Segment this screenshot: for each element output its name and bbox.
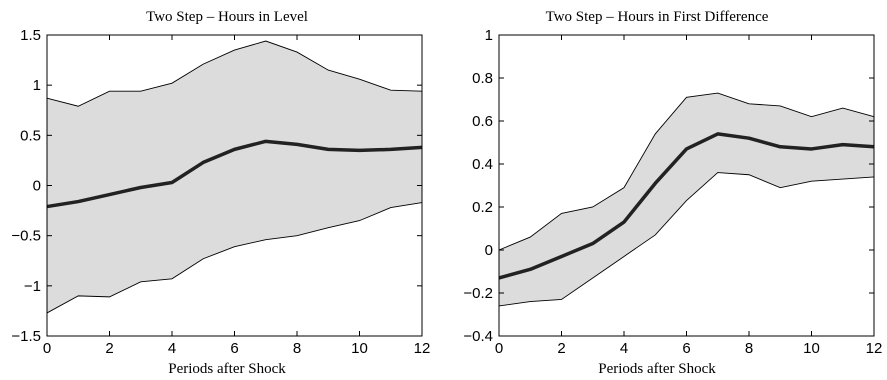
y-tick-label: −0.2 (463, 285, 493, 302)
y-tick-label: 1.5 (20, 27, 41, 44)
x-tick-label: 0 (43, 340, 51, 357)
y-tick-label: 0 (33, 178, 41, 195)
x-tick-label: 4 (620, 340, 628, 357)
panel-hours-in-level: Two Step – Hours in Level Periods after … (11, 9, 430, 377)
plot-area: 0 2 4 6 8 10 12 −1.5 −1 −0.5 0 0.5 1 1.5 (11, 27, 430, 357)
plot-area: 0 2 4 6 8 10 12 −0.4 −0.2 0 0.2 0.4 0.6 0.8 1 (463, 27, 882, 357)
y-tick-label: −0.4 (463, 328, 493, 345)
x-tick-label: 2 (557, 340, 565, 357)
lower-bound-line (498, 172, 875, 307)
x-tick-label: 10 (803, 340, 820, 357)
impulse-response-line (46, 139, 423, 209)
y-tick-label: −0.5 (11, 228, 41, 245)
chart-title: Two Step – Hours in First Difference (546, 9, 769, 25)
y-tick-label: −1.5 (11, 328, 41, 345)
y-tick-label: −1 (24, 278, 41, 295)
x-tick-label: 6 (682, 340, 690, 357)
upper-bound-line (46, 40, 423, 107)
x-tick-label: 0 (495, 340, 503, 357)
x-tick-label: 2 (105, 340, 113, 357)
y-tick-label: 0.5 (20, 127, 41, 144)
y-tick-label: 1 (33, 77, 41, 94)
x-tick-label: 12 (414, 340, 431, 357)
upper-bound-line (498, 92, 875, 251)
x-axis-label: Periods after Shock (168, 361, 286, 377)
y-tick-label: 0.2 (472, 199, 493, 216)
y-tick-label: 0.4 (472, 156, 493, 173)
panel-hours-in-first-difference: Two Step – Hours in First Difference Per… (463, 9, 882, 377)
x-axis-label: Periods after Shock (598, 361, 716, 377)
x-tick-label: 12 (866, 340, 883, 357)
confidence-band (47, 41, 422, 313)
chart-title: Two Step – Hours in Level (146, 9, 308, 25)
x-tick-label: 8 (293, 340, 301, 357)
lower-bound-line (46, 202, 423, 314)
y-tick-label: 1 (485, 27, 493, 44)
x-tick-label: 4 (168, 340, 176, 357)
impulse-response-line (498, 132, 875, 280)
y-tick-label: 0.6 (472, 113, 493, 130)
y-tick-label: 0 (485, 242, 493, 259)
x-tick-label: 6 (230, 340, 238, 357)
y-tick-label: 0.8 (472, 70, 493, 87)
confidence-band (499, 93, 874, 306)
x-tick-label: 10 (351, 340, 368, 357)
x-tick-label: 8 (745, 340, 753, 357)
